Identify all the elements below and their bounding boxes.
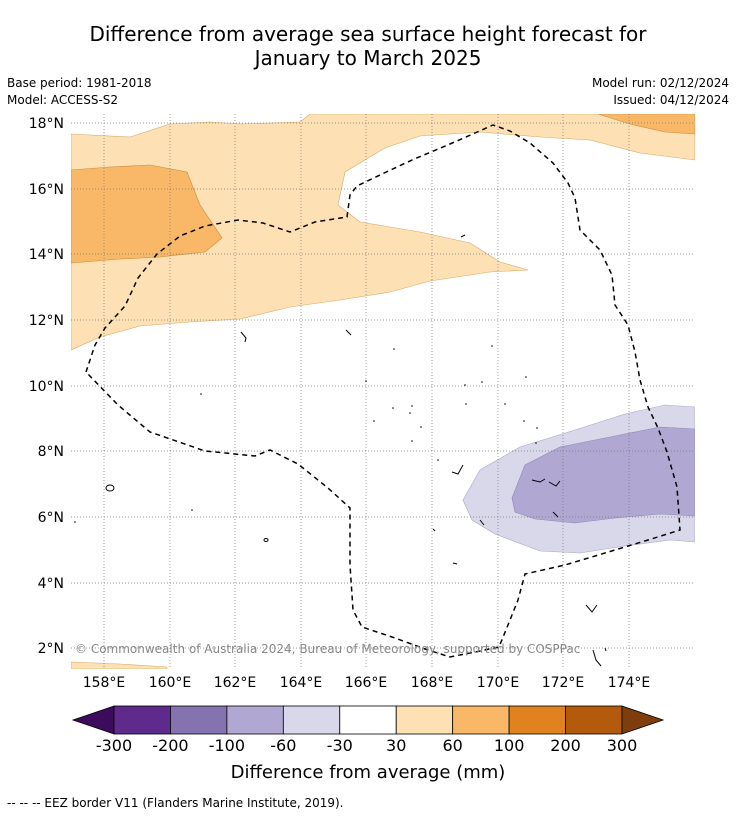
meta-left: Base period: 1981-2018 Model: ACCESS-S2 — [7, 75, 152, 109]
colorbar-cell — [282, 705, 341, 735]
colorbar-labels: -300 -200 -100 -60 -30 30 60 100 200 300 — [96, 736, 637, 755]
lon-label: 160°E — [149, 675, 192, 691]
lon-label: 164°E — [280, 675, 323, 691]
atoll-dots — [74, 345, 538, 523]
colorbar: -300 -200 -100 -60 -30 30 60 100 200 300 Differen… — [71, 705, 665, 783]
copyright-notice: © Commonwealth of Australia 2024, Bureau… — [75, 642, 580, 656]
colorbar-extend-low — [71, 705, 115, 735]
colorbar-cell — [452, 705, 510, 735]
lat-label: 12°N — [29, 313, 64, 329]
colorbar-tick-label: 100 — [494, 736, 525, 755]
colorbar-cell — [508, 705, 566, 735]
positive-anomaly-region-south — [71, 661, 168, 669]
model-run: Model run: 02/12/2024 — [591, 76, 729, 90]
lat-label: 10°N — [29, 379, 64, 395]
colorbar-tick-label: -200 — [152, 736, 188, 755]
colorbar-cell — [395, 705, 454, 735]
lon-label: 166°E — [345, 675, 388, 691]
model-name: Model: ACCESS-S2 — [7, 93, 119, 107]
lon-label: 170°E — [477, 675, 520, 691]
lat-label: 8°N — [38, 444, 64, 460]
lat-label: 2°N — [38, 641, 64, 657]
title-line-2: January to March 2025 — [254, 46, 482, 70]
colorbar-tick-label: -30 — [327, 736, 353, 755]
lon-label: 174°E — [608, 675, 651, 691]
colorbar-tick-label: 300 — [607, 736, 638, 755]
colorbar-cells — [113, 705, 623, 735]
issued-date: Issued: 04/12/2024 — [613, 93, 729, 107]
map-title: Difference from average sea surface heig… — [0, 22, 736, 70]
colorbar-cell — [339, 705, 397, 735]
title-line-1: Difference from average sea surface heig… — [89, 22, 647, 46]
eez-legend: -- -- -- EEZ border V11 (Flanders Marine… — [7, 796, 344, 810]
positive-anomaly-region-medium-west — [71, 164, 223, 264]
lat-label: 14°N — [29, 247, 64, 263]
colorbar-tick-label: 200 — [550, 736, 581, 755]
colorbar-tick-label: -300 — [96, 736, 132, 755]
lon-label: 162°E — [214, 675, 257, 691]
eez-border — [85, 124, 681, 658]
colorbar-tick-label: 30 — [386, 736, 406, 755]
lat-label: 18°N — [29, 116, 64, 132]
map-gridlines — [71, 114, 695, 669]
colorbar-tick-label: -100 — [209, 736, 245, 755]
colorbar-cell — [170, 705, 228, 735]
map-plot-area: © Commonwealth of Australia 2024, Bureau… — [71, 114, 695, 669]
base-period: Base period: 1981-2018 — [7, 76, 152, 90]
lat-label: 4°N — [38, 576, 64, 592]
positive-anomaly-region-medium-east — [597, 114, 695, 135]
lat-label: 6°N — [38, 510, 64, 526]
colorbar-extend-high — [621, 705, 665, 735]
colorbar-tick-label: -60 — [270, 736, 296, 755]
colorbar-title: Difference from average (mm) — [231, 762, 506, 783]
positive-anomaly-region-light — [71, 114, 695, 351]
islands — [105, 234, 607, 667]
longitude-labels: 158°E 160°E 162°E 164°E 166°E 168°E 170°… — [83, 675, 651, 691]
lon-label: 172°E — [542, 675, 585, 691]
colorbar-cell — [565, 705, 623, 735]
colorbar-cell — [226, 705, 284, 735]
latitude-labels: 18°N 16°N 14°N 12°N 10°N 8°N 6°N 4°N 2°N — [29, 116, 64, 657]
meta-right: Model run: 02/12/2024 Issued: 04/12/2024 — [592, 75, 729, 109]
colorbar-cell — [113, 705, 171, 735]
lat-label: 16°N — [29, 182, 64, 198]
lon-label: 168°E — [411, 675, 454, 691]
colorbar-tick-label: 60 — [442, 736, 462, 755]
lon-label: 158°E — [83, 675, 126, 691]
